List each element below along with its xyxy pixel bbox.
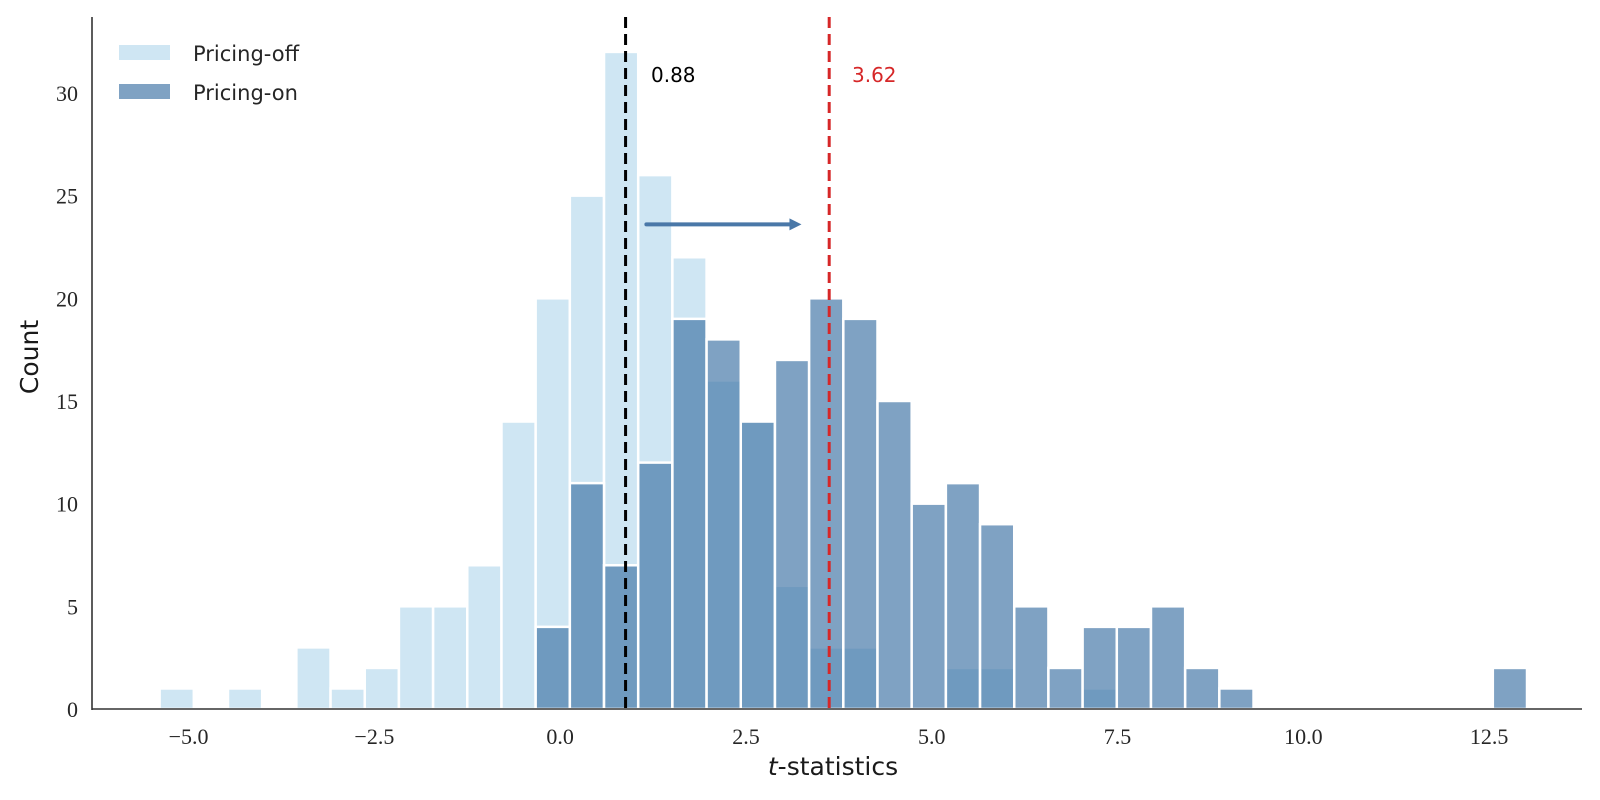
bar-pricing-on [636, 461, 674, 711]
annotation-pricing-off-mean: 0.88 [651, 63, 696, 87]
bar-pricing-on [807, 297, 845, 711]
bar-pricing-on [944, 481, 982, 711]
bar-pricing-on [1491, 666, 1529, 711]
pricing-on-bars [534, 297, 1529, 711]
bar-pricing-on [910, 502, 948, 711]
x-tick-label: 0.0 [546, 724, 574, 749]
annotation-pricing-on-mean: 3.62 [852, 63, 897, 87]
y-tick-label: 10 [56, 492, 78, 517]
legend-label-pricing-off: Pricing-off [193, 42, 300, 66]
bar-pricing-off [431, 605, 469, 711]
y-tick-label: 20 [56, 286, 78, 311]
bar-pricing-on [534, 625, 572, 711]
y-tick-label: 30 [56, 81, 78, 106]
bar-pricing-on [739, 420, 777, 711]
x-tick-label: 2.5 [732, 724, 760, 749]
bar-pricing-on [1047, 666, 1084, 711]
bar-pricing-on [1149, 605, 1187, 711]
bar-pricing-off [466, 564, 503, 711]
y-tick-label: 25 [56, 184, 78, 209]
bar-pricing-on [978, 522, 1016, 711]
y-axis-label: Count [15, 320, 44, 394]
bar-pricing-on [568, 481, 606, 711]
x-tick-label: 7.5 [1104, 724, 1132, 749]
y-tick-label: 0 [67, 697, 78, 722]
y-tick-label: 5 [67, 594, 78, 619]
reference-lines [624, 17, 831, 709]
x-tick-label: −2.5 [354, 724, 394, 749]
bar-pricing-off [329, 687, 366, 711]
bar-pricing-on [876, 399, 913, 711]
bar-pricing-on [1081, 625, 1119, 711]
bar-pricing-on [773, 358, 811, 711]
legend-label-pricing-on: Pricing-on [193, 81, 298, 105]
x-tick-label: −5.0 [169, 724, 209, 749]
x-tick-label: 5.0 [918, 724, 946, 749]
arrow-head-icon [789, 218, 802, 231]
x-axis-label-italic: t [768, 752, 779, 781]
tick-labels: −5.0 −2.5 0.0 2.5 5.0 7.5 10.0 12.5 0 5 10 15 20 25 30 [56, 81, 1508, 749]
bar-pricing-on [842, 317, 879, 711]
bar-pricing-off [295, 646, 332, 711]
bar-pricing-on [671, 317, 708, 711]
bar-pricing-off [158, 687, 196, 711]
bar-pricing-off [226, 687, 264, 711]
bar-pricing-on [705, 338, 743, 711]
bar-pricing-off [397, 605, 435, 711]
bar-pricing-off [363, 666, 401, 711]
legend-swatch-pricing-on [119, 84, 170, 99]
bar-pricing-on [1012, 605, 1050, 711]
x-axis-label-rest: -statistics [778, 752, 898, 781]
x-tick-label: 10.0 [1284, 724, 1323, 749]
bar-pricing-on [1115, 625, 1153, 711]
axes [91, 17, 1582, 710]
shift-arrow [644, 218, 802, 231]
legend: Pricing-off Pricing-on [119, 42, 300, 105]
y-tick-label: 15 [56, 389, 78, 414]
bar-pricing-on [602, 564, 640, 711]
bar-pricing-off [500, 420, 537, 711]
bar-pricing-on [1218, 687, 1255, 711]
x-tick-label: 12.5 [1470, 724, 1509, 749]
legend-swatch-pricing-off [119, 45, 170, 60]
x-axis-label: t-statistics [768, 752, 898, 781]
bar-pricing-on [1183, 666, 1221, 711]
